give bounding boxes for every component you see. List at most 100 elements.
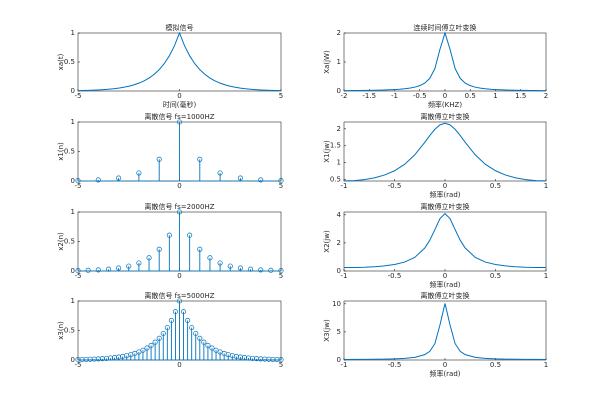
x-axis-label: 频率(rad) (429, 280, 460, 289)
data-line (343, 122, 547, 182)
x-tick-label: 2 (544, 92, 548, 100)
y-tick-label: 0 (337, 87, 341, 95)
y-tick-label: 1 (71, 29, 75, 37)
stem-marker (213, 347, 219, 353)
y-tick-label: 0.5 (64, 327, 75, 335)
stem-marker (217, 260, 223, 266)
x-tick-label: -5 (75, 272, 82, 280)
x-tick-label: -5 (75, 361, 82, 369)
stem-marker (248, 266, 254, 272)
x-tick-label: 0 (443, 182, 447, 190)
stem-marker (176, 209, 183, 215)
stem-marker (176, 298, 183, 304)
y-tick-label: 1 (71, 118, 75, 126)
axes-box (343, 300, 547, 361)
subplot-title: 离散傅立叶变换 (421, 291, 470, 300)
data-line (343, 303, 547, 360)
stem-marker (217, 170, 223, 176)
x-tick-label: -2 (341, 92, 348, 100)
x-axis-label: 频率(rad) (429, 190, 460, 199)
stem-marker (136, 170, 142, 176)
y-tick-label: 10 (332, 300, 341, 308)
stem-marker (197, 156, 203, 162)
x-tick-label: 0 (177, 272, 181, 280)
stem-marker (227, 263, 233, 269)
stem-marker (156, 156, 162, 162)
x-tick-label: -0.5 (388, 182, 402, 190)
x-tick-label: 0 (177, 92, 181, 100)
stem-marker (237, 175, 243, 181)
stem-marker (237, 265, 243, 271)
x-tick-label: 1 (544, 182, 548, 190)
y-tick-label: 0 (71, 87, 75, 95)
y-tick-label: 0.5 (64, 58, 75, 66)
y-tick-label: 1.5 (330, 142, 341, 150)
y-tick-label: 0 (337, 356, 341, 364)
x-tick-label: 0.5 (465, 92, 476, 100)
data-line (343, 31, 547, 92)
stem-marker (156, 335, 162, 341)
stem-marker (258, 177, 264, 183)
stem-marker (201, 339, 207, 345)
axes-box (77, 32, 282, 92)
stem-marker (116, 265, 122, 271)
x-tick-label: 0.5 (490, 182, 501, 190)
stem-marker (95, 177, 101, 183)
stem-marker (166, 232, 172, 238)
x-axis-label: 频率(KHZ) (428, 100, 462, 109)
subplot-title: 离散信号 fs=5000HZ (144, 291, 214, 300)
stem-marker (189, 325, 195, 331)
stem-marker (258, 267, 264, 273)
stem-marker (197, 335, 203, 341)
y-tick-label: 0 (71, 177, 75, 185)
stem-marker (207, 255, 213, 261)
stem-marker (181, 309, 187, 315)
x-tick-label: 0 (443, 272, 447, 280)
stem-marker (136, 349, 142, 355)
stem-marker (278, 178, 284, 184)
x-tick-label: 5 (279, 272, 283, 280)
x-tick-label: -5 (75, 92, 82, 100)
stem-marker (136, 260, 142, 266)
y-tick-label: 1 (337, 159, 341, 167)
x-tick-label: 1.5 (515, 92, 526, 100)
stem-marker (75, 268, 81, 274)
y-tick-label: 1 (71, 297, 75, 305)
stem-marker (185, 317, 191, 324)
y-tick-label: 2 (337, 29, 341, 37)
stem-marker (85, 267, 91, 273)
y-axis-label: x1(n) (57, 142, 65, 161)
x-tick-label: 0 (443, 361, 447, 369)
y-axis-label: Xa(jW) (323, 50, 331, 74)
y-axis-label: x2(n) (57, 232, 65, 251)
y-tick-label: 0 (71, 356, 75, 364)
y-tick-label: 0.5 (330, 176, 341, 184)
y-tick-label: 5 (337, 328, 341, 336)
stem-marker (172, 309, 178, 315)
stem-marker (156, 246, 162, 252)
x-tick-label: 1 (544, 272, 548, 280)
y-axis-label: xa(t) (57, 53, 65, 70)
axes-box (343, 211, 547, 272)
stem-marker (205, 342, 211, 349)
stem-marker (126, 263, 132, 269)
subplot-title: 离散傅立叶变换 (421, 112, 470, 121)
stem-marker (144, 345, 150, 351)
stem-marker (105, 266, 112, 272)
y-tick-label: 2 (337, 239, 341, 247)
y-axis-label: x3(n) (57, 321, 65, 340)
x-tick-label: -1 (341, 361, 348, 369)
subplot-title: 离散信号 fs=1000HZ (144, 112, 214, 121)
stem-marker (209, 345, 215, 351)
axes-box (343, 32, 547, 92)
y-axis-label: X3(jw) (323, 319, 331, 342)
stem-marker (95, 267, 101, 273)
x-tick-label: 0 (177, 182, 181, 190)
x-tick-label: -1 (391, 92, 398, 100)
